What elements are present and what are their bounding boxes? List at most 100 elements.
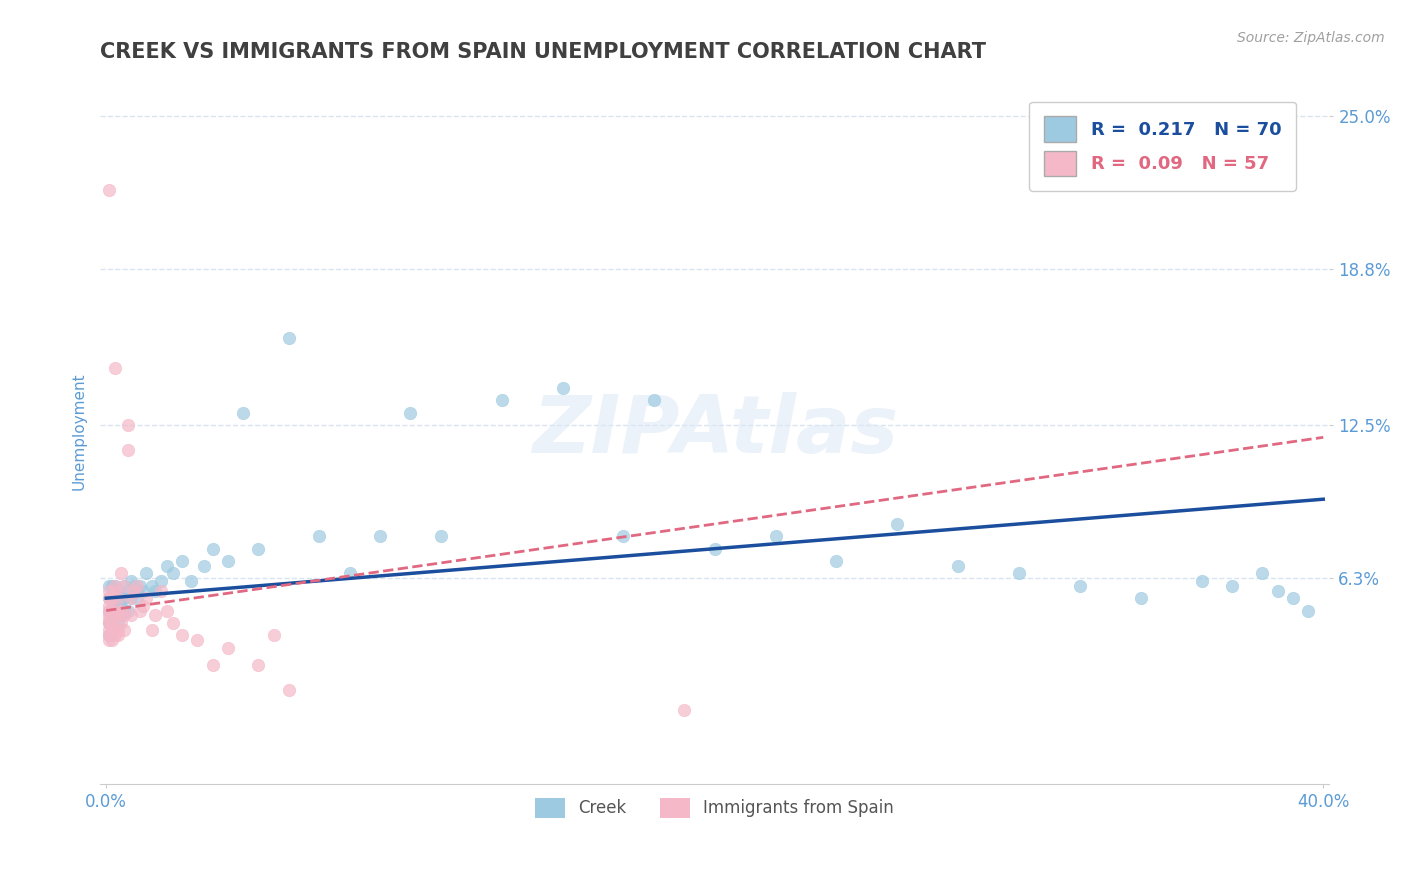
Point bbox=[98, 624, 121, 638]
Point bbox=[101, 603, 124, 617]
Point bbox=[104, 608, 127, 623]
Point bbox=[114, 624, 136, 638]
Point bbox=[98, 608, 121, 623]
Point bbox=[98, 603, 121, 617]
Point bbox=[1008, 566, 1031, 581]
Point bbox=[825, 554, 848, 568]
Point bbox=[104, 361, 127, 376]
Point bbox=[107, 591, 129, 606]
Point bbox=[98, 615, 121, 630]
Point bbox=[125, 579, 148, 593]
Point bbox=[193, 559, 215, 574]
Point bbox=[101, 591, 124, 606]
Point bbox=[886, 516, 908, 531]
Point bbox=[110, 566, 132, 581]
Point bbox=[643, 393, 665, 408]
Point bbox=[1251, 566, 1274, 581]
Point bbox=[101, 624, 124, 638]
Text: Source: ZipAtlas.com: Source: ZipAtlas.com bbox=[1237, 31, 1385, 45]
Point bbox=[143, 583, 166, 598]
Point bbox=[104, 583, 127, 598]
Point bbox=[104, 579, 127, 593]
Point bbox=[98, 603, 121, 617]
Point bbox=[107, 615, 129, 630]
Point bbox=[120, 591, 142, 606]
Point bbox=[107, 624, 129, 638]
Point bbox=[104, 579, 127, 593]
Point bbox=[120, 574, 142, 588]
Point bbox=[247, 541, 270, 556]
Point bbox=[1129, 591, 1152, 606]
Point bbox=[98, 591, 121, 606]
Point bbox=[1220, 579, 1243, 593]
Point bbox=[368, 529, 391, 543]
Point bbox=[156, 559, 179, 574]
Point bbox=[101, 608, 124, 623]
Point bbox=[149, 583, 172, 598]
Point bbox=[1296, 603, 1319, 617]
Point bbox=[104, 608, 127, 623]
Text: CREEK VS IMMIGRANTS FROM SPAIN UNEMPLOYMENT CORRELATION CHART: CREEK VS IMMIGRANTS FROM SPAIN UNEMPLOYM… bbox=[100, 42, 986, 62]
Point bbox=[101, 608, 124, 623]
Point bbox=[104, 603, 127, 617]
Legend: Creek, Immigrants from Spain: Creek, Immigrants from Spain bbox=[529, 791, 901, 825]
Point bbox=[162, 615, 184, 630]
Point bbox=[114, 603, 136, 617]
Point bbox=[117, 603, 139, 617]
Point bbox=[946, 559, 969, 574]
Point bbox=[172, 554, 194, 568]
Point bbox=[98, 599, 121, 613]
Point bbox=[612, 529, 634, 543]
Point bbox=[110, 591, 132, 606]
Point bbox=[107, 591, 129, 606]
Point bbox=[101, 615, 124, 630]
Point bbox=[1191, 574, 1213, 588]
Point bbox=[201, 657, 224, 672]
Point bbox=[107, 608, 129, 623]
Point bbox=[135, 591, 157, 606]
Point bbox=[128, 579, 150, 593]
Point bbox=[673, 702, 696, 716]
Point bbox=[141, 579, 163, 593]
Point bbox=[186, 633, 208, 648]
Point bbox=[128, 603, 150, 617]
Point bbox=[125, 591, 148, 606]
Point bbox=[217, 640, 239, 655]
Point bbox=[98, 583, 121, 598]
Point bbox=[107, 603, 129, 617]
Point bbox=[430, 529, 453, 543]
Point bbox=[308, 529, 330, 543]
Point bbox=[120, 591, 142, 606]
Point bbox=[98, 633, 121, 648]
Point bbox=[132, 583, 155, 598]
Point bbox=[217, 554, 239, 568]
Point bbox=[156, 603, 179, 617]
Point bbox=[98, 615, 121, 630]
Point bbox=[104, 628, 127, 642]
Text: ZIPAtlas: ZIPAtlas bbox=[531, 392, 898, 470]
Point bbox=[110, 615, 132, 630]
Point bbox=[110, 599, 132, 613]
Point bbox=[1069, 579, 1091, 593]
Point bbox=[122, 583, 145, 598]
Point bbox=[117, 417, 139, 432]
Point bbox=[114, 608, 136, 623]
Point bbox=[172, 628, 194, 642]
Point bbox=[101, 579, 124, 593]
Point bbox=[135, 566, 157, 581]
Point bbox=[399, 406, 422, 420]
Y-axis label: Unemployment: Unemployment bbox=[72, 372, 86, 490]
Point bbox=[114, 579, 136, 593]
Point bbox=[122, 579, 145, 593]
Point bbox=[765, 529, 787, 543]
Point bbox=[110, 608, 132, 623]
Point bbox=[120, 608, 142, 623]
Point bbox=[180, 574, 202, 588]
Point bbox=[114, 579, 136, 593]
Point bbox=[114, 591, 136, 606]
Point bbox=[110, 603, 132, 617]
Point bbox=[98, 614, 121, 628]
Point bbox=[162, 566, 184, 581]
Point bbox=[201, 541, 224, 556]
Point bbox=[104, 624, 127, 638]
